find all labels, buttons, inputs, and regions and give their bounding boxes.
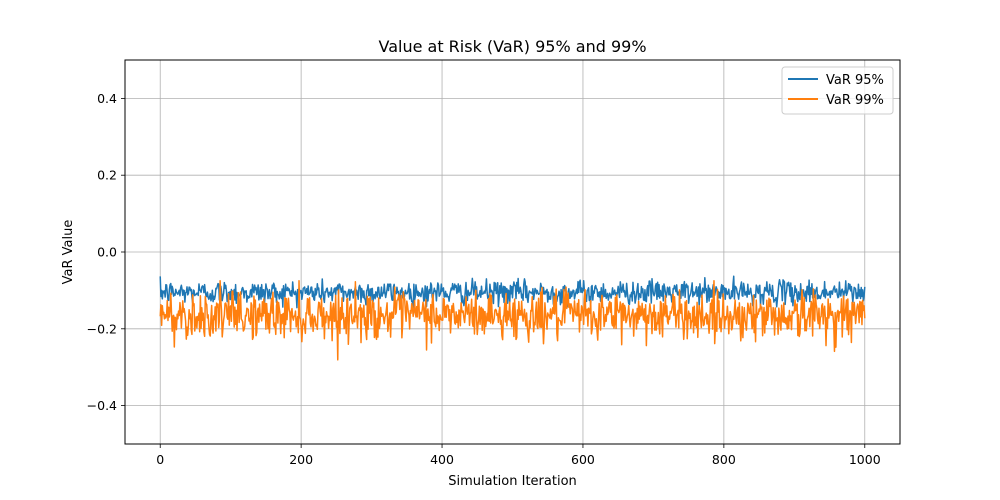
x-tick-label: 800 (712, 452, 736, 467)
x-tick-label: 0 (156, 452, 164, 467)
series-line-var95 (159, 275, 866, 309)
series-line-var99 (159, 280, 866, 361)
legend: VaR 95% VaR 99% (781, 66, 894, 115)
grid-layer (125, 60, 900, 444)
legend-label-var99: VaR 99% (826, 93, 884, 108)
y-tick-label: −0.4 (87, 398, 117, 413)
x-axis-label: Simulation Iteration (448, 474, 577, 489)
x-tick-label: 600 (571, 452, 595, 467)
tick-layer: 0 200 400 600 800 1000 −0.4 −0.2 0.0 0.2 0.4 (87, 91, 881, 467)
legend-label-var95: VaR 95% (826, 73, 884, 88)
y-tick-label: 0.2 (97, 168, 117, 183)
x-tick-label: 1000 (849, 452, 881, 467)
y-axis-label: VaR Value (61, 220, 76, 285)
y-tick-label: 0.4 (97, 91, 117, 106)
y-tick-label: 0.0 (97, 245, 117, 260)
x-tick-label: 400 (430, 452, 454, 467)
y-tick-label: −0.2 (87, 321, 117, 336)
x-tick-label: 200 (289, 452, 313, 467)
series-layer (159, 275, 866, 361)
chart-title: Value at Risk (VaR) 95% and 99% (378, 37, 646, 56)
